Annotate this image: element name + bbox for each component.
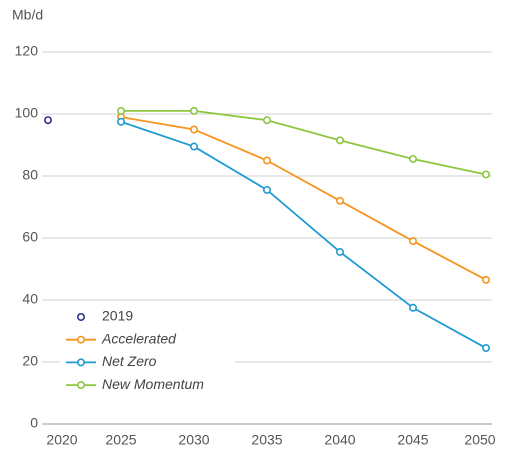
legend-label: Net Zero bbox=[102, 353, 157, 369]
x-tick-label: 2050 bbox=[464, 432, 495, 448]
data-point bbox=[262, 116, 271, 125]
data-point bbox=[408, 154, 417, 163]
x-tick-label: 2040 bbox=[324, 432, 355, 448]
data-point bbox=[262, 185, 271, 194]
series-line bbox=[121, 110, 487, 176]
legend-label: New Momentum bbox=[102, 376, 204, 392]
x-tick-label: 2035 bbox=[251, 432, 282, 448]
legend-marker bbox=[77, 312, 86, 321]
data-point bbox=[335, 196, 344, 205]
data-point bbox=[481, 275, 490, 284]
data-point bbox=[117, 117, 126, 126]
series-line bbox=[120, 116, 487, 281]
x-tick-label: 2025 bbox=[105, 432, 136, 448]
y-tick-label: 20 bbox=[22, 353, 38, 369]
data-point bbox=[190, 106, 199, 115]
data-point bbox=[481, 170, 490, 179]
data-point bbox=[481, 344, 490, 353]
y-axis-label: Mb/d bbox=[12, 7, 43, 23]
series-line bbox=[120, 120, 487, 349]
legend-label: Accelerated bbox=[101, 330, 177, 346]
legend-marker bbox=[77, 381, 86, 390]
data-point bbox=[408, 303, 417, 312]
y-tick-label: 120 bbox=[15, 43, 39, 59]
data-point bbox=[190, 125, 199, 134]
legend-marker bbox=[77, 358, 86, 367]
legend-label: 2019 bbox=[102, 308, 133, 324]
y-tick-label: 80 bbox=[22, 167, 38, 183]
x-tick-label: 2045 bbox=[397, 432, 428, 448]
data-point bbox=[43, 116, 52, 125]
legend-background bbox=[60, 305, 235, 397]
x-tick-label: 2030 bbox=[178, 432, 209, 448]
data-point bbox=[408, 237, 417, 246]
y-tick-label: 0 bbox=[30, 415, 38, 431]
data-point bbox=[117, 106, 126, 115]
x-tick-label: 2020 bbox=[46, 432, 77, 448]
data-point bbox=[190, 142, 199, 151]
data-point bbox=[335, 136, 344, 145]
legend-marker bbox=[77, 335, 86, 344]
data-point bbox=[262, 156, 271, 165]
y-tick-label: 100 bbox=[15, 105, 39, 121]
data-point bbox=[335, 247, 344, 256]
y-tick-label: 40 bbox=[22, 291, 38, 307]
y-tick-label: 60 bbox=[22, 229, 38, 245]
